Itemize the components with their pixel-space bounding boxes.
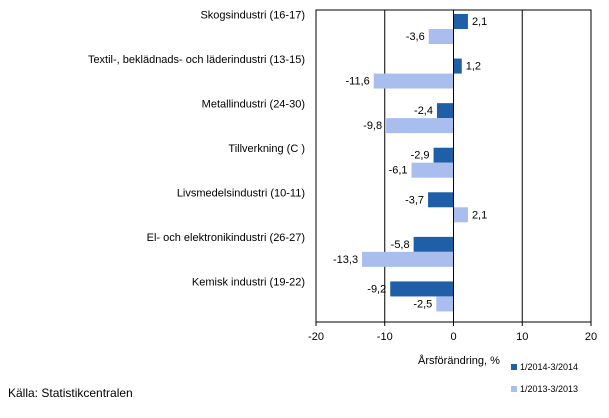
data-label: -5,8: [391, 239, 410, 251]
x-tick-label: 10: [516, 331, 528, 343]
bar-series-1: [433, 147, 454, 163]
bar-series-1: [413, 236, 454, 252]
category-label: El- och elektronikindustri (26-27): [147, 232, 305, 244]
data-label: -11,6: [345, 76, 369, 88]
x-tick-label: -20: [308, 331, 324, 343]
category-label: Kemisk industri (19-22): [192, 277, 305, 289]
category-label: Textil-, beklädnads- och läderindustri (…: [88, 54, 305, 66]
data-label: 2,1: [472, 16, 487, 28]
legend-swatch: [511, 386, 517, 392]
category-labels: Skogsindustri (16-17) Textil-, beklädnads…: [88, 9, 305, 288]
legend: 1/2014-3/2014 1/2013-3/2013: [511, 362, 578, 394]
legend-swatch: [511, 364, 517, 370]
legend-label: 1/2013-3/2013: [520, 384, 578, 394]
grid-lines: [384, 10, 523, 322]
bar-series-1: [437, 103, 454, 119]
data-label: -9,2: [367, 283, 386, 295]
data-label: -13,3: [333, 254, 358, 266]
data-label: -2,4: [414, 105, 433, 117]
bar-series-2: [436, 296, 454, 312]
bar-series-2: [428, 29, 454, 44]
bar-series-1: [428, 192, 454, 208]
bar-series-2: [386, 118, 454, 134]
data-label: -3,7: [405, 194, 424, 206]
bar-series-2: [373, 73, 454, 89]
category-label: Skogsindustri (16-17): [200, 9, 305, 21]
x-axis-label: Årsförändring, %: [418, 354, 500, 367]
x-tick-label: -10: [377, 331, 393, 343]
x-tick-labels: -20 -10 0 10 20: [308, 322, 597, 343]
category-label: Metallindustri (24-30): [202, 98, 305, 110]
data-label: 1,2: [466, 61, 481, 73]
bar-series-1: [390, 281, 454, 297]
bar-series-2: [453, 207, 468, 223]
data-label: -6,1: [389, 165, 408, 177]
data-label: -2,9: [411, 150, 430, 162]
source-note: Källa: Statistikcentralen: [8, 386, 133, 400]
category-label: Tillverkning (C ): [228, 143, 305, 155]
data-label: -9,8: [363, 120, 382, 132]
x-tick-label: 20: [585, 331, 597, 343]
data-label: -2,5: [413, 298, 432, 310]
data-label: -3,6: [406, 31, 425, 43]
bar-series-2: [411, 162, 454, 178]
bar-series-2: [362, 251, 454, 267]
bars: [362, 14, 468, 312]
bar-series-1: [453, 58, 462, 74]
x-tick-label: 0: [450, 331, 456, 343]
legend-label: 1/2014-3/2014: [520, 362, 578, 372]
data-label: 2,1: [472, 209, 487, 221]
bar-series-1: [453, 14, 468, 29]
category-label: Livsmedelsindustri (10-11): [177, 188, 305, 200]
value-labels: 2,1 -3,6 1,2 -11,6 -2,4 -9,8 -2,9-6,1 -3,7 2,1 -5…: [333, 16, 487, 310]
